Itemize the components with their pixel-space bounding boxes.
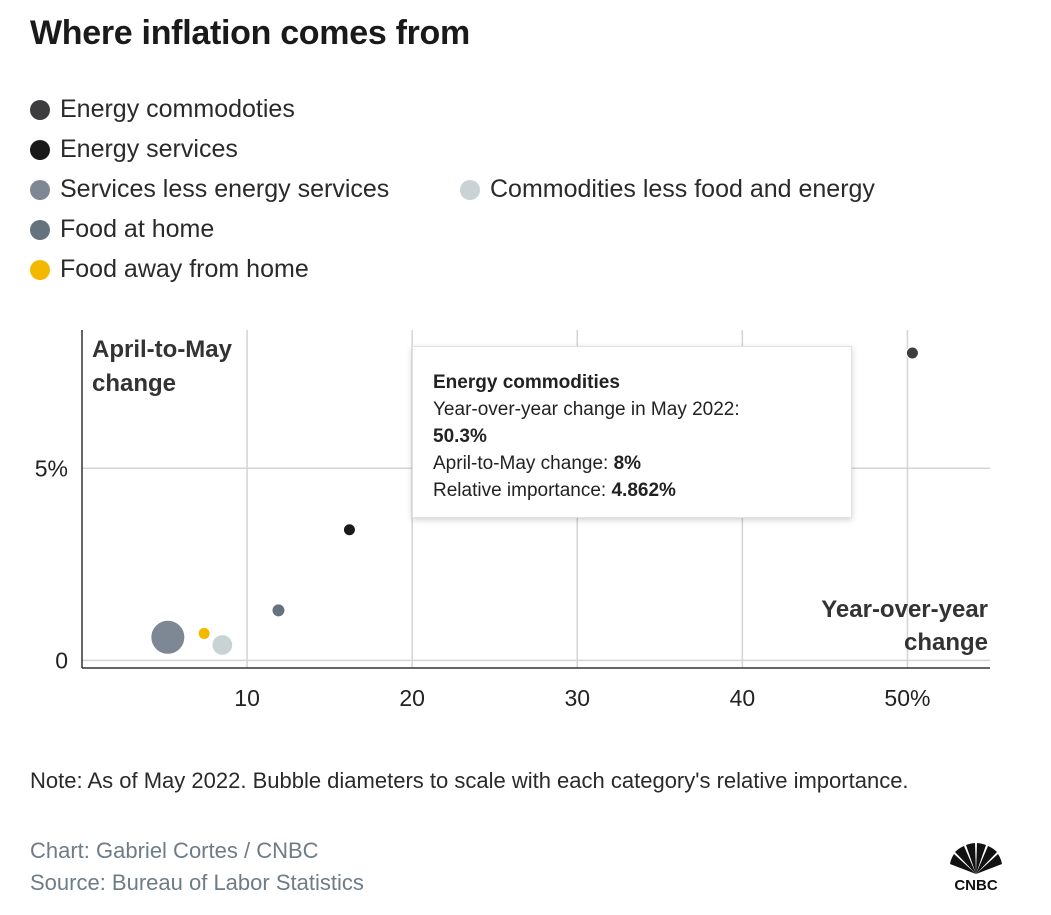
legend-swatch: [30, 99, 50, 120]
legend-swatch: [30, 179, 50, 200]
bubble: [150, 619, 186, 655]
chart-title: Where inflation comes from: [30, 14, 470, 52]
tooltip-importance-value: 4.862%: [611, 480, 676, 501]
legend-label: Food away from home: [60, 255, 309, 283]
legend-swatch: [30, 259, 50, 280]
chart-source: Source: Bureau of Labor Statistics: [30, 870, 364, 895]
tooltip-yoy-label: Year-over-year change in May 2022:: [433, 399, 740, 420]
legend-label: Energy commodoties: [60, 95, 295, 123]
y-tick-label: 0: [55, 647, 68, 673]
legend-swatch: [30, 219, 50, 240]
legend-item-energy-commodities[interactable]: Energy commodoties: [30, 95, 295, 124]
bubble: [211, 634, 234, 656]
legend-swatch: [460, 179, 480, 200]
x-tick-label: 30: [564, 685, 590, 711]
y-tick-label: 5%: [35, 455, 68, 481]
legend-item-food-at-home[interactable]: Food at home: [30, 215, 214, 244]
bubble: [342, 523, 356, 537]
tooltip-mom-value: 8%: [613, 453, 642, 474]
legend-label: Services less energy services: [60, 175, 390, 203]
legend-swatch: [30, 139, 50, 160]
x-tick-label: 20: [399, 685, 425, 711]
bubble: [905, 346, 919, 360]
y-axis-title: change: [92, 370, 176, 397]
x-tick-label: 10: [234, 685, 260, 711]
chart-credit: Chart: Gabriel Cortes / CNBC: [30, 838, 319, 863]
legend-label: Food at home: [60, 215, 215, 243]
legend-item-food-away-from-home[interactable]: Food away from home: [30, 255, 309, 284]
legend-item-services-less-energy[interactable]: Services less energy services: [30, 175, 389, 204]
legend-label: Energy services: [60, 135, 238, 163]
bubble: [271, 603, 286, 618]
legend-item-energy-services[interactable]: Energy services: [30, 135, 238, 164]
tooltip: Energy commodities Year-over-year change…: [412, 346, 852, 518]
tooltip-title: Energy commodities: [433, 372, 620, 393]
x-tick-label: 40: [730, 685, 756, 711]
bubble: [197, 626, 211, 640]
logo-wordmark: CNBC: [954, 877, 997, 892]
cnbc-peacock-logo: CNBC: [950, 843, 1002, 892]
tooltip-importance-label: Relative importance:: [433, 480, 607, 501]
y-axis-title: April-to-May: [92, 336, 233, 363]
x-tick-label: 50%: [884, 685, 930, 711]
tooltip-mom-label: April-to-May change:: [433, 453, 609, 474]
tooltip-yoy-value: 50.3%: [433, 426, 487, 447]
x-axis-title: Year-over-year: [821, 596, 988, 623]
x-axis-title: change: [904, 629, 988, 656]
legend-label: Commodities less food and energy: [490, 175, 875, 203]
legend-item-commodities-less-food-energy[interactable]: Commodities less food and energy: [460, 175, 875, 204]
chart-note: Note: As of May 2022. Bubble diameters t…: [30, 768, 909, 793]
